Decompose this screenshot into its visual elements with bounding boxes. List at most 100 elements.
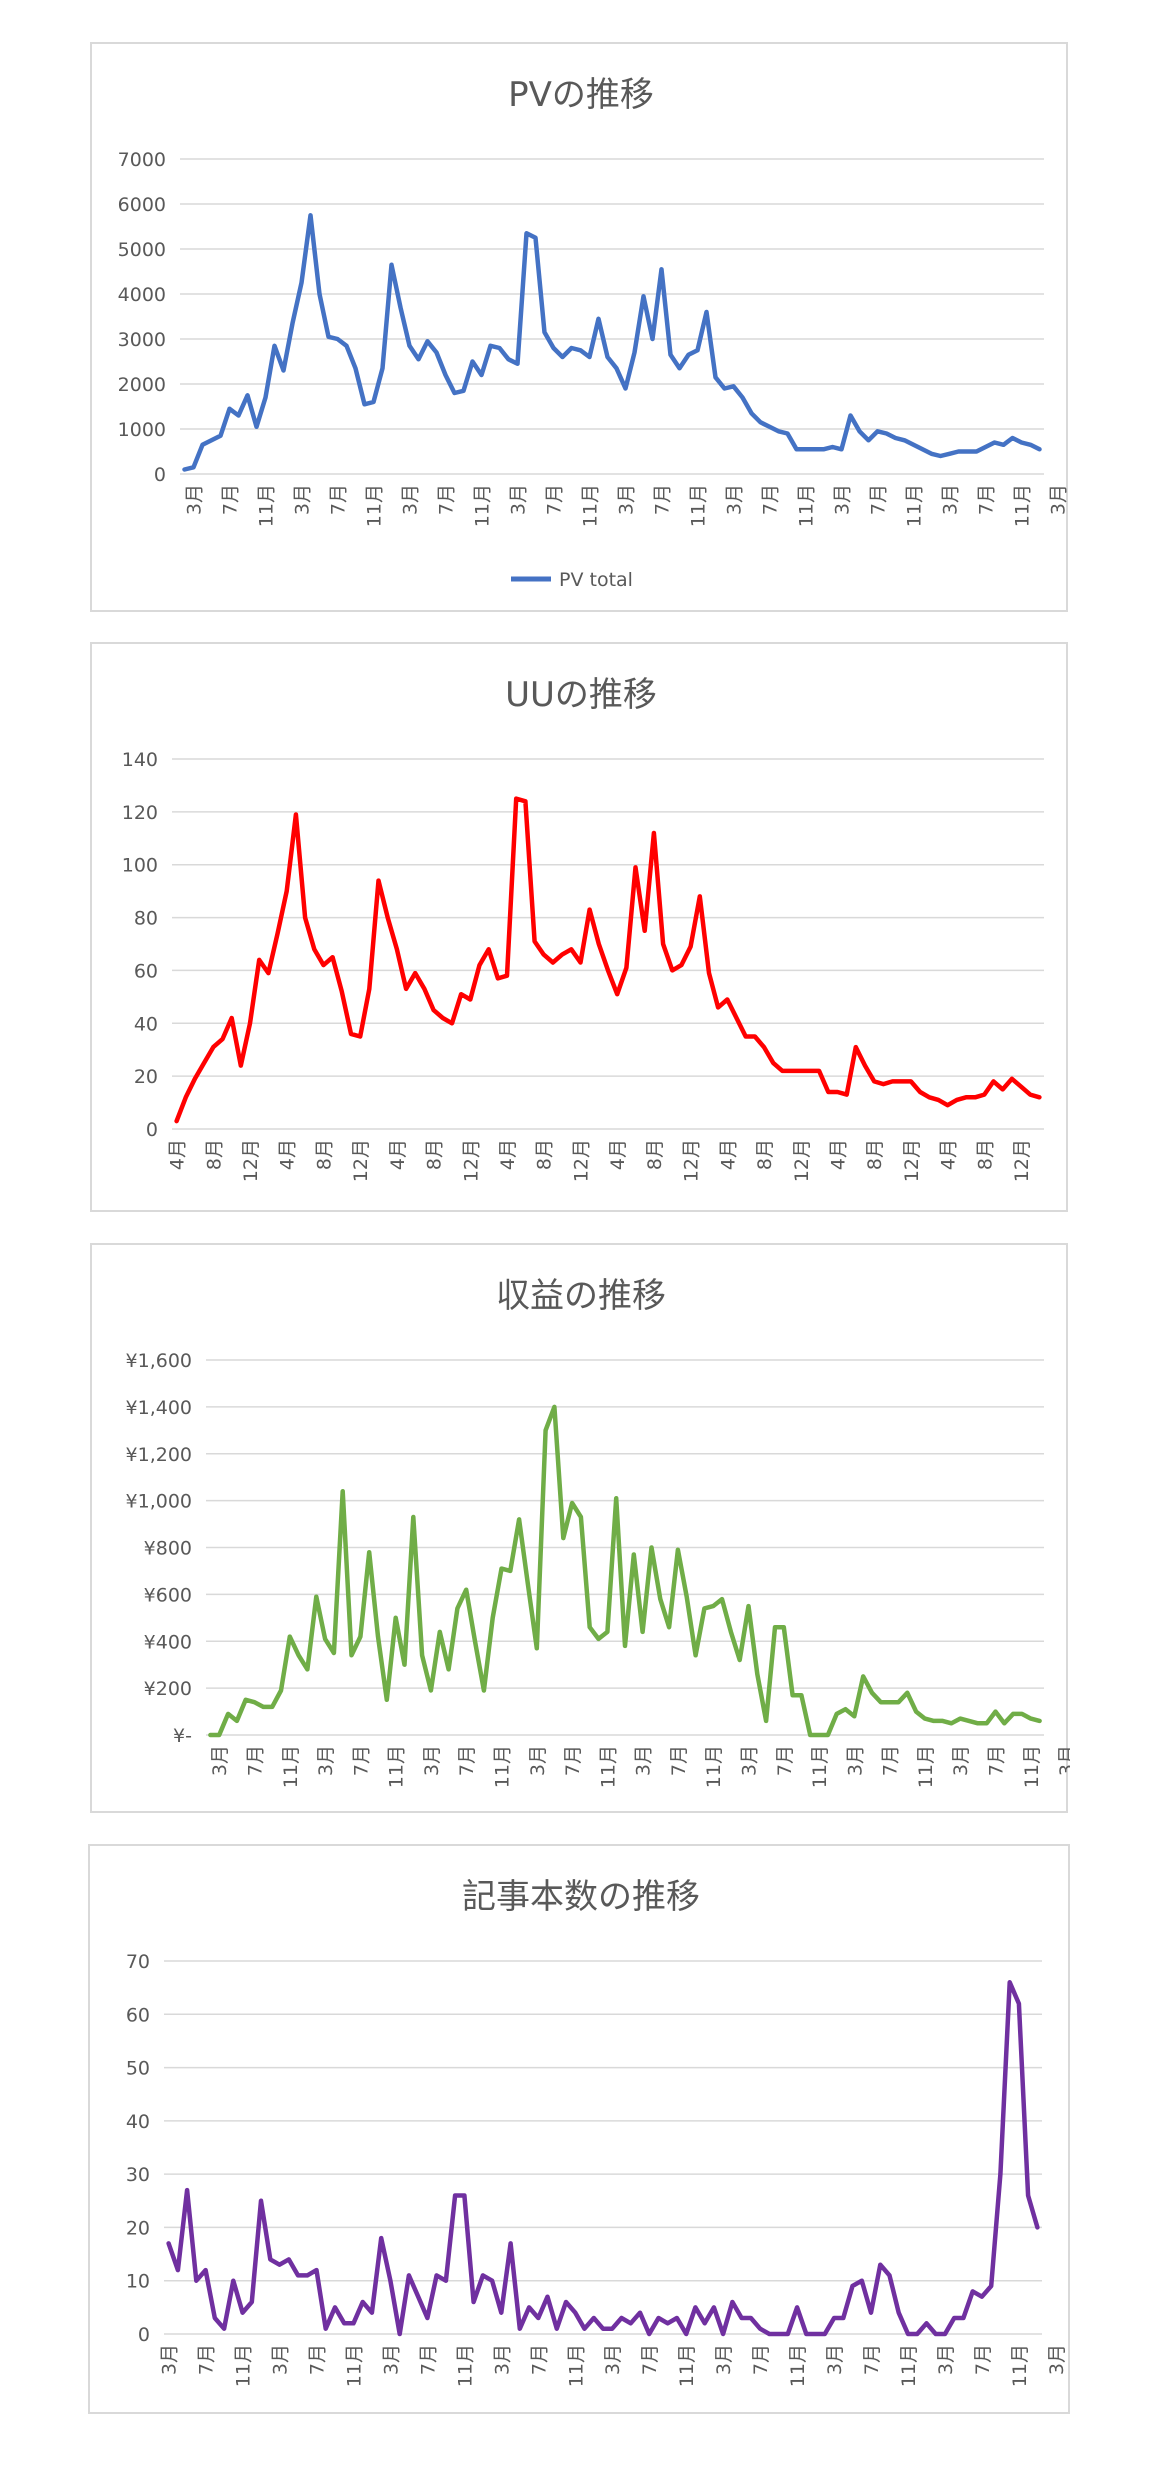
article-x-tick-label: 11月 — [343, 2344, 365, 2387]
revenue-x-tick-label: 3月 — [421, 1745, 443, 1776]
revenue-x-tick-label: 3月 — [738, 1745, 760, 1776]
uu-y-tick-label: 100 — [122, 855, 158, 877]
article-x-tick-label: 3月 — [935, 2344, 957, 2375]
pv-x-tick-label: 3月 — [400, 484, 422, 515]
article-y-tick-label: 50 — [126, 2058, 150, 2080]
revenue-y-tick-label: ¥1,200 — [126, 1444, 192, 1466]
uu-chart-title: UUの推移 — [505, 675, 657, 715]
uu-series-line — [174, 796, 1042, 1124]
revenue-x-tick-label: 7月 — [350, 1745, 372, 1776]
revenue-x-tick-label: 7月 — [562, 1745, 584, 1776]
uu-x-tick-label: 12月 — [570, 1139, 592, 1182]
revenue-x-tick-label: 11月 — [280, 1745, 302, 1788]
uu-x-tick-label: 12月 — [350, 1139, 372, 1182]
pv-x-tick-label: 3月 — [832, 484, 854, 515]
uu-x-tick-label: 12月 — [1011, 1139, 1033, 1182]
pv-x-tick-label: 7月 — [652, 484, 674, 515]
article-x-tick-label: 7月 — [750, 2344, 772, 2375]
revenue-x-tick-label: 3月 — [209, 1745, 231, 1776]
pv-x-tick-label: 11月 — [904, 484, 926, 527]
article-y-tick-label: 30 — [126, 2164, 150, 2186]
pv-y-tick-label: 5000 — [118, 239, 166, 261]
revenue-y-tick-label: ¥200 — [144, 1678, 192, 1700]
uu-chart: UUの推移 0 20 40 60 80 100 120 140 4月 8月 12月 4月 8月 12月 4月 8… — [122, 675, 1044, 1182]
uu-y-tick-label: 60 — [134, 960, 158, 982]
uu-x-tick-label: 12月 — [460, 1139, 482, 1182]
uu-y-tick-label: 0 — [146, 1119, 158, 1141]
article-x-tick-label: 11月 — [676, 2344, 698, 2387]
pv-x-tick-label: 3月 — [184, 484, 206, 515]
revenue-x-tick-label: 7月 — [456, 1745, 478, 1776]
revenue-chart-title: 収益の推移 — [496, 1276, 666, 1316]
pv-y-tick-label: 6000 — [118, 194, 166, 216]
pv-x-tick-label: 3月 — [724, 484, 746, 515]
revenue-x-tick-label: 7月 — [985, 1745, 1007, 1776]
article-count-chart-panel: 記事本数の推移 0 10 20 30 40 50 60 70 3月 7月 11月 3月 7月 11月 3月 7月… — [88, 1844, 1070, 2414]
revenue-chart: 収益の推移 ¥- ¥200 ¥400 ¥600 ¥800 ¥1,000 ¥1,200 ¥1,40… — [126, 1276, 1070, 1788]
revenue-x-tick-label: 3月 — [1056, 1745, 1070, 1776]
pv-y-tick-label: 3000 — [118, 329, 166, 351]
article-x-tick-label: 7月 — [196, 2344, 218, 2375]
pv-y-tick-label: 1000 — [118, 419, 166, 441]
pv-chart: PVの推移 0 1000 2000 3000 4000 5000 6000 7000 3月 7月 11… — [118, 75, 1070, 591]
article-x-tick-label: 11月 — [1009, 2344, 1031, 2387]
uu-y-tick-label: 140 — [122, 749, 158, 771]
pv-x-tick-label: 11月 — [472, 484, 494, 527]
article-y-tick-label: 20 — [126, 2217, 150, 2239]
revenue-x-tick-label: 11月 — [492, 1745, 514, 1788]
revenue-x-tick-label: 7月 — [880, 1745, 902, 1776]
article-x-tick-label: 11月 — [898, 2344, 920, 2387]
uu-x-tick-label: 12月 — [901, 1139, 923, 1182]
pv-x-tick-label: 7月 — [544, 484, 566, 515]
pv-series-line — [182, 213, 1042, 472]
article-x-tick-label: 7月 — [417, 2344, 439, 2375]
article-x-tick-label: 7月 — [972, 2344, 994, 2375]
revenue-x-tick-label: 3月 — [315, 1745, 337, 1776]
article-x-tick-label: 7月 — [861, 2344, 883, 2375]
uu-x-tick-label: 4月 — [387, 1139, 409, 1170]
article-count-chart: 記事本数の推移 0 10 20 30 40 50 60 70 3月 7月 11月 3月 7月 11月 3月 7月… — [126, 1877, 1068, 2387]
article-x-tick-label: 11月 — [233, 2344, 255, 2387]
pv-x-tick-label: 7月 — [976, 484, 998, 515]
uu-x-tick-label: 8月 — [754, 1139, 776, 1170]
article-x-tick-label: 11月 — [454, 2344, 476, 2387]
revenue-y-tick-label: ¥1,400 — [126, 1397, 192, 1419]
article-x-tick-label: 11月 — [565, 2344, 587, 2387]
uu-x-tick-label: 12月 — [240, 1139, 262, 1182]
revenue-x-tick-label: 11月 — [1021, 1745, 1043, 1788]
article-series-line — [166, 1980, 1040, 2337]
revenue-x-tick-label: 3月 — [950, 1745, 972, 1776]
revenue-x-tick-label: 7月 — [668, 1745, 690, 1776]
uu-x-tick-label: 8月 — [644, 1139, 666, 1170]
uu-y-tick-label: 120 — [122, 802, 158, 824]
uu-chart-panel: UUの推移 0 20 40 60 80 100 120 140 4月 8月 12月 4月 8月 12月 4月 8… — [90, 642, 1068, 1212]
article-x-tick-label: 7月 — [306, 2344, 328, 2375]
article-y-tick-label: 40 — [126, 2111, 150, 2133]
article-y-tick-label: 60 — [126, 2004, 150, 2026]
pv-x-tick-label: 11月 — [580, 484, 602, 527]
revenue-y-tick-label: ¥1,000 — [126, 1491, 192, 1513]
pv-chart-title: PVの推移 — [508, 75, 654, 115]
revenue-y-tick-label: ¥400 — [144, 1631, 192, 1653]
pv-x-tick-label: 3月 — [1048, 484, 1070, 515]
revenue-x-tick-label: 7月 — [245, 1745, 267, 1776]
pv-x-tick-label: 11月 — [1012, 484, 1034, 527]
pv-x-tick-label: 11月 — [256, 484, 278, 527]
article-y-tick-label: 0 — [138, 2324, 150, 2346]
pv-x-tick-label: 3月 — [940, 484, 962, 515]
uu-x-tick-label: 8月 — [864, 1139, 886, 1170]
revenue-y-tick-label: ¥1,600 — [126, 1350, 192, 1372]
pv-y-tick-label: 7000 — [118, 149, 166, 171]
revenue-x-tick-label: 3月 — [527, 1745, 549, 1776]
revenue-x-tick-label: 11月 — [915, 1745, 937, 1788]
revenue-x-tick-label: 11月 — [597, 1745, 619, 1788]
article-chart-title: 記事本数の推移 — [462, 1877, 700, 1917]
revenue-series-line — [208, 1404, 1042, 1738]
article-x-tick-label: 11月 — [787, 2344, 809, 2387]
article-x-tick-label: 3月 — [713, 2344, 735, 2375]
uu-x-tick-label: 4月 — [827, 1139, 849, 1170]
pv-chart-panel: PVの推移 0 1000 2000 3000 4000 5000 6000 7000 3月 7月 11… — [90, 42, 1070, 612]
uu-x-tick-label: 4月 — [717, 1139, 739, 1170]
pv-x-tick-label: 11月 — [364, 484, 386, 527]
uu-x-tick-label: 8月 — [203, 1139, 225, 1170]
